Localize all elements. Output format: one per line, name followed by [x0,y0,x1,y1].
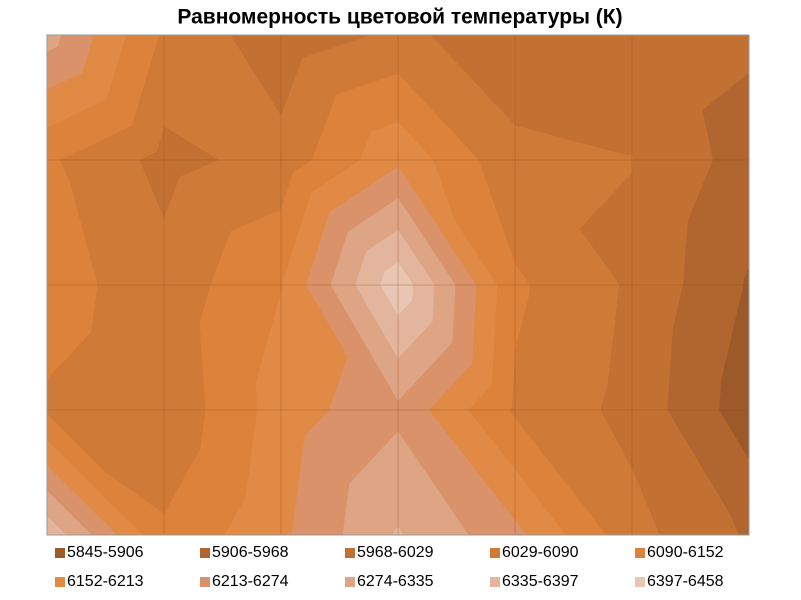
legend-swatch [200,577,210,587]
legend-label: 6029-6090 [502,544,579,561]
legend-label: 6090-6152 [647,544,724,561]
chart-title: Равномерность цветовой температуры (К) [177,6,622,29]
legend-label: 6397-6458 [647,573,724,590]
contour-region [514,284,529,348]
legend-label: 5968-6029 [357,544,434,561]
legend: 5845-5906 5906-5968 5968-6029 6029-6090 6090… [55,544,724,590]
legend-swatch [55,577,65,587]
legend-swatch [635,577,645,587]
contour-region [631,159,634,173]
legend-swatch [490,548,500,558]
legend-swatch [345,577,355,587]
contour-region [397,284,413,316]
legend-swatch [490,577,500,587]
legend-label: 6152-6213 [67,573,144,590]
legend-label: 6213-6274 [212,573,289,590]
legend-swatch [55,548,65,558]
legend-swatch [635,548,645,558]
legend-label: 6335-6397 [502,573,579,590]
legend-swatch [200,548,210,558]
plot-area [46,34,750,536]
plot-frame [46,34,750,536]
legend-swatch [345,548,355,558]
legend-label: 5845-5906 [67,544,144,561]
legend-label: 6274-6335 [357,573,434,590]
legend-label: 5906-5968 [212,544,289,561]
